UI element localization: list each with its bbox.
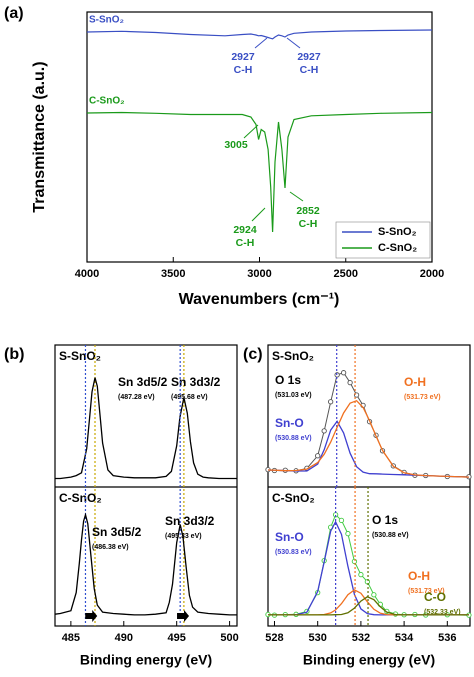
panel-label: (a) xyxy=(4,5,24,22)
plot-frame xyxy=(54,344,238,627)
x-tick-label: 4000 xyxy=(75,268,99,280)
spectrum-line xyxy=(86,111,433,233)
component-position: (531.03 eV) xyxy=(275,392,312,399)
x-tick-label: 534 xyxy=(395,632,414,644)
x-tick-label: 500 xyxy=(220,632,238,644)
legend-box xyxy=(335,221,431,259)
annotation-value: 3005 xyxy=(224,139,248,151)
annotation-value: 2852 xyxy=(296,205,320,217)
component-name: O-H xyxy=(404,375,426,389)
panel-name: C-SnO₂ xyxy=(272,491,315,505)
x-axis-label: Binding energy (eV) xyxy=(80,652,212,668)
annotation-value: 2927 xyxy=(297,51,321,63)
peak-name: Sn 3d3/2 xyxy=(165,514,215,528)
component-name: Sn-O xyxy=(275,416,304,430)
annotation-arrow xyxy=(251,207,266,222)
annotation-text: C-H xyxy=(299,218,318,230)
data-point xyxy=(364,579,371,585)
x-axis-label: Binding energy (eV) xyxy=(303,652,435,668)
x-tick-label: 530 xyxy=(309,632,327,644)
x-tick-label: 2000 xyxy=(420,268,444,280)
x-tick-label: 528 xyxy=(265,632,283,644)
data-point xyxy=(328,399,334,405)
spectrum-line xyxy=(268,596,469,616)
panel-label: (b) xyxy=(4,346,24,363)
annotation-arrow xyxy=(243,124,259,139)
x-tick-label: 3000 xyxy=(247,268,271,280)
peak-position: (487.28 eV) xyxy=(118,394,155,401)
shift-arrow xyxy=(177,610,190,622)
component-name: O 1s xyxy=(372,513,398,527)
series-label: S-SnO₂ xyxy=(89,15,124,26)
x-tick-label: 2500 xyxy=(334,268,358,280)
x-axis-label: Wavenumbers (cm⁻¹) xyxy=(179,291,340,308)
peak-name: Sn 3d3/2 xyxy=(171,375,221,389)
data-point xyxy=(371,592,377,598)
spectrum-line xyxy=(86,29,433,40)
component-name: C-O xyxy=(424,590,446,604)
annotation-arrow xyxy=(286,37,301,49)
peak-position: (486.38 eV) xyxy=(92,544,129,551)
component-name: Sn-O xyxy=(275,530,304,544)
legend-label: C-SnO₂ xyxy=(378,242,417,254)
x-tick-label: 495 xyxy=(168,632,186,644)
data-point xyxy=(345,530,351,537)
panel-name: C-SnO₂ xyxy=(59,491,102,505)
spectrum-line xyxy=(55,377,237,480)
series-label: C-SnO₂ xyxy=(89,96,125,107)
data-point xyxy=(338,517,345,524)
component-name: O 1s xyxy=(275,373,301,387)
annotation-arrow xyxy=(254,37,268,49)
data-point xyxy=(321,428,327,434)
panel-name: S-SnO₂ xyxy=(59,349,101,363)
component-position: (531.73 eV) xyxy=(408,588,445,595)
annotation-text: C-H xyxy=(300,64,319,76)
x-tick-label: 532 xyxy=(352,632,370,644)
x-tick-label: 485 xyxy=(62,632,80,644)
data-point xyxy=(351,558,358,565)
spectrum-line xyxy=(54,512,237,616)
panel-label: (c) xyxy=(243,346,263,363)
spectrum-line xyxy=(267,420,469,478)
component-position: (532.33 eV) xyxy=(424,609,461,616)
component-name: O-H xyxy=(408,569,430,583)
data-point xyxy=(358,571,364,578)
panel-name: S-SnO₂ xyxy=(272,349,314,363)
plot-frame xyxy=(267,344,471,627)
annotation-value: 2924 xyxy=(233,224,257,236)
component-position: (530.88 eV) xyxy=(372,532,409,539)
component-position: (531.73 eV) xyxy=(404,394,441,401)
annotation-text: C-H xyxy=(236,237,255,249)
component-position: (530.88 eV) xyxy=(275,435,312,442)
spectrum-line xyxy=(267,399,469,478)
peak-name: Sn 3d5/2 xyxy=(92,525,142,539)
annotation-value: 2927 xyxy=(231,51,255,63)
data-point xyxy=(347,379,353,386)
annotation-arrow xyxy=(289,191,304,202)
peak-name: Sn 3d5/2 xyxy=(118,375,168,389)
x-tick-label: 536 xyxy=(438,632,456,644)
data-point xyxy=(340,370,347,376)
x-tick-label: 490 xyxy=(115,632,133,644)
annotation-text: C-H xyxy=(234,64,253,76)
shift-arrow xyxy=(85,610,98,622)
x-tick-label: 3500 xyxy=(161,268,185,280)
component-position: (530.83 eV) xyxy=(275,549,312,556)
data-point xyxy=(315,453,321,459)
y-axis-label: Transmittance (a.u.) xyxy=(31,61,48,212)
peak-position: (495.68 eV) xyxy=(171,394,208,401)
legend-label: S-SnO₂ xyxy=(378,226,417,238)
